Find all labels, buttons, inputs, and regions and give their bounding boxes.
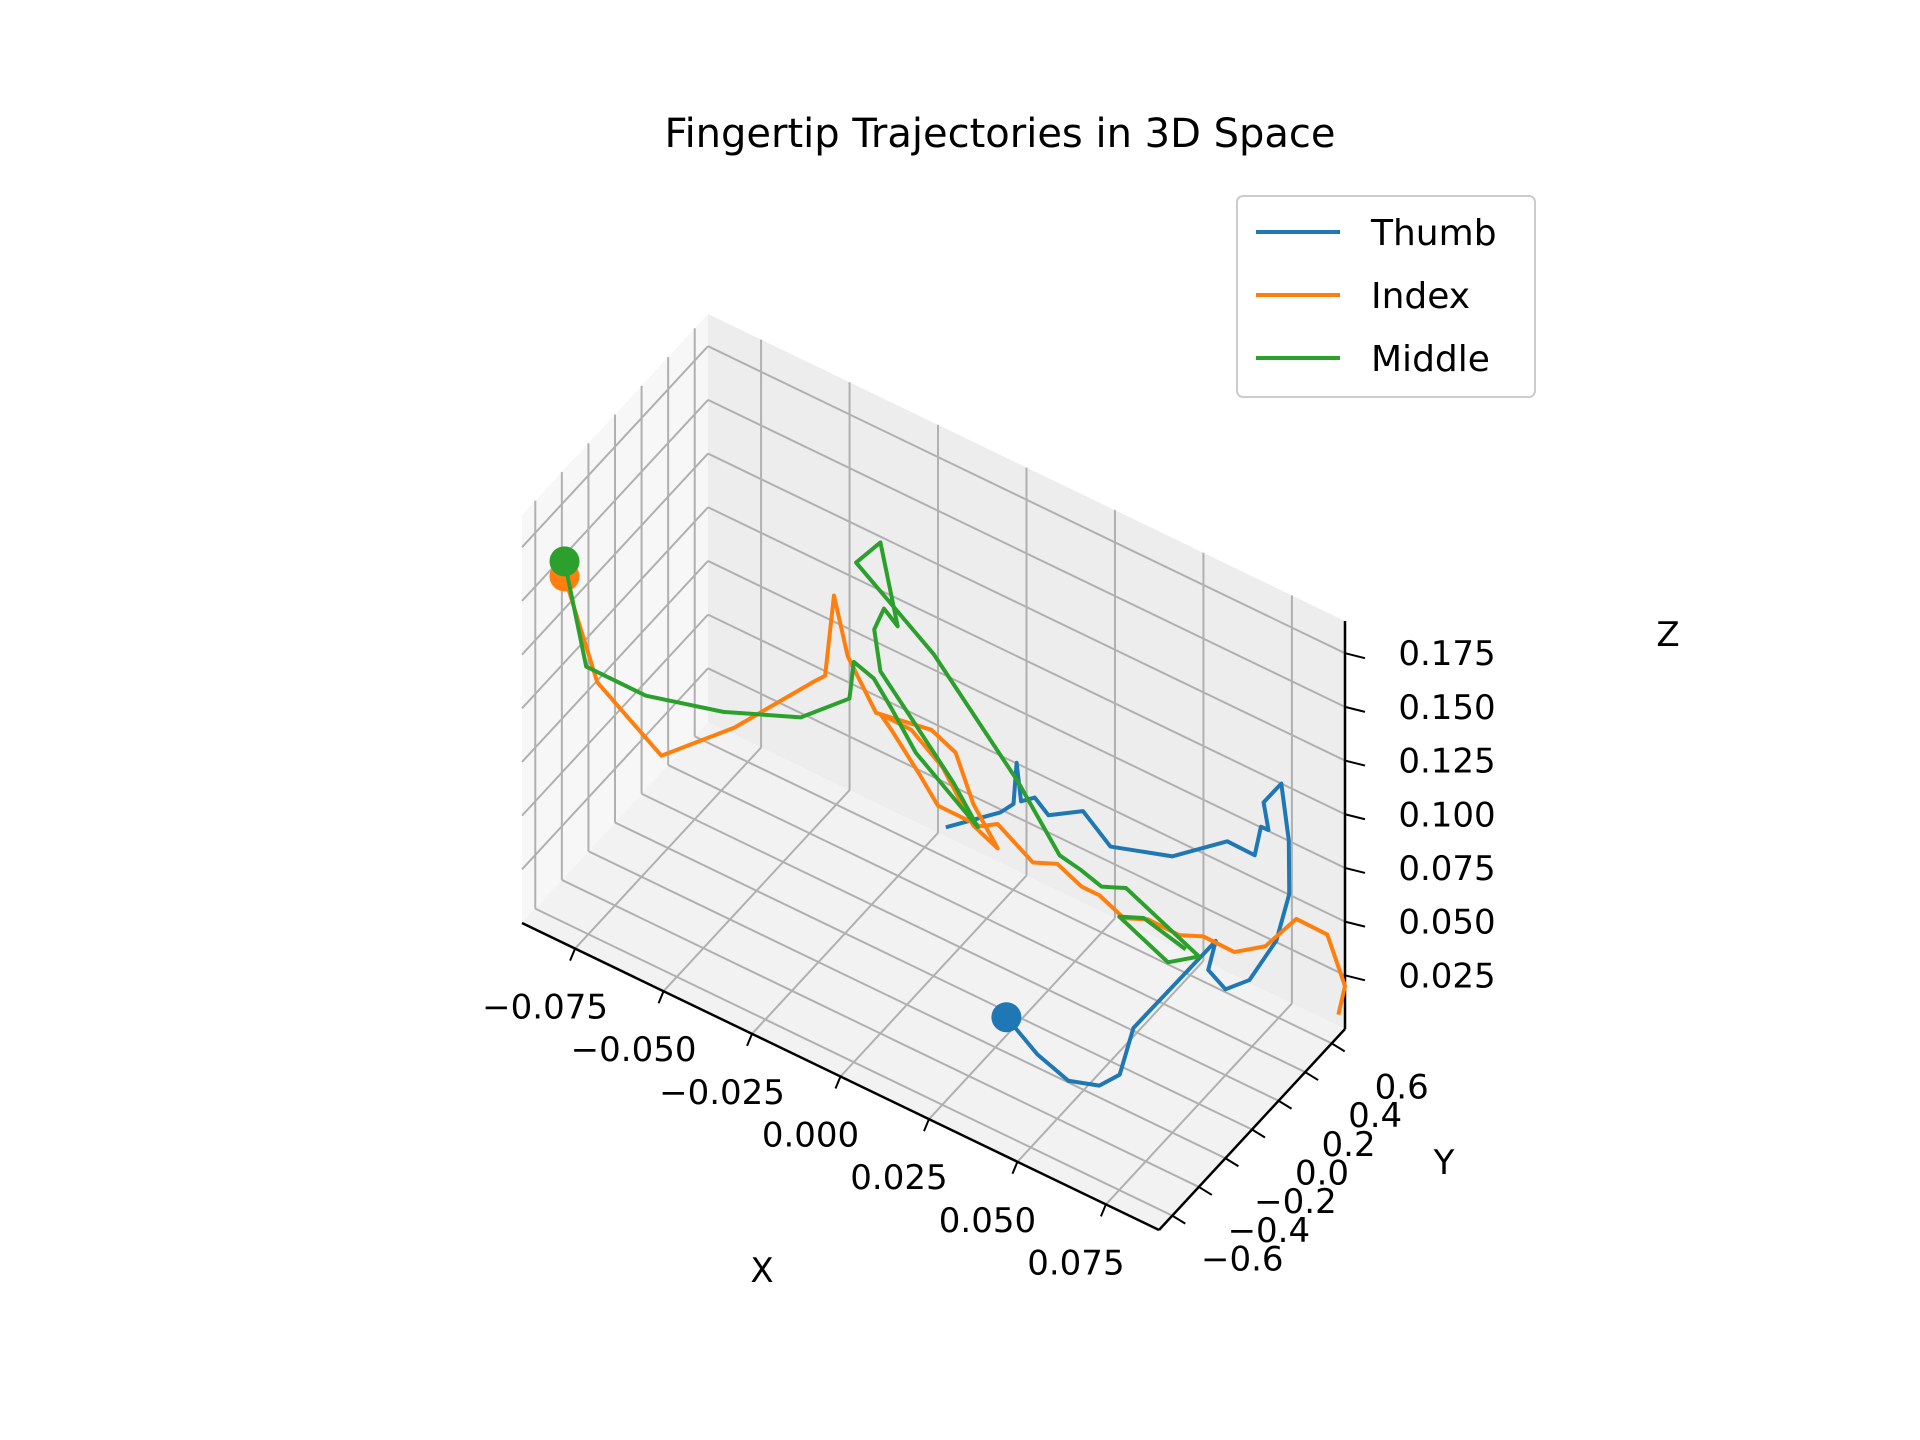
z-tick-label: 0.100 xyxy=(1398,795,1495,835)
x-tick xyxy=(746,1033,753,1047)
y-tick xyxy=(1331,1042,1346,1053)
z-grid-line-left xyxy=(521,452,709,656)
z-grid-line-left xyxy=(521,345,709,548)
z-tick xyxy=(1344,813,1366,821)
x-axis-label: X xyxy=(750,1251,773,1291)
tick-marks xyxy=(569,652,1366,1225)
z-axis-label: Z xyxy=(1656,615,1679,655)
legend-label-thumb: Thumb xyxy=(1370,213,1497,254)
start-marker-middle xyxy=(549,546,580,577)
z-grid-line-left xyxy=(521,560,709,763)
series-line-index xyxy=(562,575,1347,1016)
x-tick-label: −0.050 xyxy=(571,1030,697,1070)
x-tick-label: 0.075 xyxy=(1027,1243,1124,1283)
x-tick-label: −0.075 xyxy=(482,988,608,1028)
y-tick-label: 0.6 xyxy=(1375,1067,1429,1107)
legend-label-middle: Middle xyxy=(1371,339,1490,380)
legend-box xyxy=(1236,195,1536,398)
x-tick xyxy=(657,990,665,1004)
z-tick xyxy=(1344,759,1366,767)
z-grid-line-back xyxy=(707,613,1346,923)
z-grid-line-back xyxy=(707,667,1346,977)
y-tick xyxy=(1224,1157,1239,1168)
series-line-thumb xyxy=(945,760,1292,1088)
legend-label-index: Index xyxy=(1371,276,1470,317)
z-tick-label: 0.075 xyxy=(1398,849,1495,889)
z-tick xyxy=(1344,866,1366,874)
z-tick-label: 0.025 xyxy=(1398,956,1495,996)
z-grid-line-back xyxy=(707,398,1346,708)
z-tick xyxy=(1344,974,1366,982)
y-grid-line-floor xyxy=(641,792,1280,1102)
y-grid-line-floor xyxy=(694,735,1333,1045)
x-tick-label: 0.000 xyxy=(762,1116,859,1156)
y-tick-label: 0.0 xyxy=(1295,1154,1349,1194)
z-grid-line-back xyxy=(707,560,1346,869)
y-axis-label: Y xyxy=(1433,1143,1455,1183)
x-tick-label: −0.025 xyxy=(659,1073,785,1113)
z-tick xyxy=(1344,705,1366,713)
grid-lines xyxy=(521,328,1346,1217)
y-tick xyxy=(1198,1186,1213,1196)
series-line-middle xyxy=(562,540,1201,965)
x-tick xyxy=(1099,1204,1107,1217)
y-grid-line-floor xyxy=(614,821,1253,1131)
z-tick-label: 0.175 xyxy=(1398,634,1495,674)
y-grid-line-floor xyxy=(561,879,1200,1188)
z-tick xyxy=(1344,652,1366,660)
y-tick-label: 0.2 xyxy=(1322,1125,1376,1165)
y-grid-line-floor xyxy=(587,850,1226,1160)
x-tick xyxy=(834,1076,842,1089)
y-tick xyxy=(1251,1128,1266,1139)
y-tick-label: −0.2 xyxy=(1254,1182,1337,1222)
x-tick xyxy=(923,1118,930,1132)
z-tick-label: 0.050 xyxy=(1398,903,1495,943)
z-tick-label: 0.125 xyxy=(1398,742,1495,782)
z-tick-label: 0.150 xyxy=(1398,688,1495,728)
y-tick xyxy=(1304,1071,1319,1081)
y-grid-line-floor xyxy=(534,907,1173,1217)
x-tick xyxy=(569,948,577,961)
x-tick-label: 0.050 xyxy=(939,1201,1036,1241)
start-marker-thumb xyxy=(991,1002,1022,1033)
z-grid-line-left xyxy=(521,506,709,709)
z-grid-line-left xyxy=(521,613,709,817)
z-grid-line-back xyxy=(707,452,1346,762)
z-grid-line-back xyxy=(707,345,1346,655)
series-lines xyxy=(549,540,1347,1088)
z-grid-line-back xyxy=(707,506,1346,816)
legend: Thumb Index Middle xyxy=(1236,195,1536,398)
y-tick-label: −0.6 xyxy=(1201,1240,1284,1280)
chart-title: Fingertip Trajectories in 3D Space xyxy=(664,111,1335,157)
y-tick-label: 0.4 xyxy=(1348,1096,1402,1136)
x-tick xyxy=(1011,1161,1019,1175)
y-grid-line-floor xyxy=(667,764,1306,1073)
y-tick xyxy=(1171,1214,1186,1225)
z-tick xyxy=(1344,920,1366,928)
y-tick-label: −0.4 xyxy=(1228,1211,1311,1251)
y-tick xyxy=(1278,1099,1293,1110)
x-tick-label: 0.025 xyxy=(850,1158,947,1198)
